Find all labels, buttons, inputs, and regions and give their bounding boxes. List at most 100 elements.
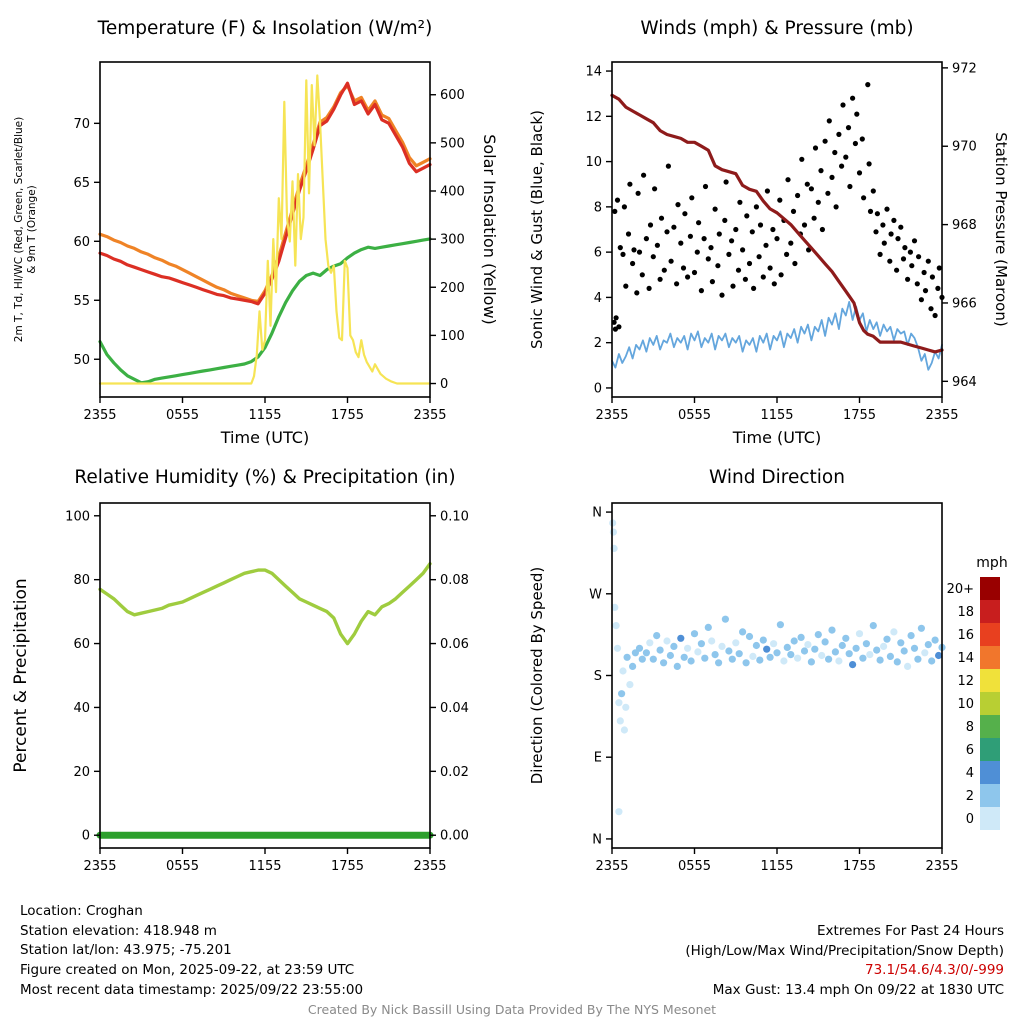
svg-text:1755: 1755 xyxy=(331,859,364,874)
svg-text:50: 50 xyxy=(73,353,90,368)
svg-text:8: 8 xyxy=(594,200,602,215)
colorbar-swatch xyxy=(980,669,1000,692)
svg-text:968: 968 xyxy=(952,218,977,233)
colorbar-swatch xyxy=(980,738,1000,761)
svg-text:0.00: 0.00 xyxy=(440,829,469,844)
colorbar-title: mph xyxy=(976,555,1007,571)
svg-text:0555: 0555 xyxy=(678,408,711,423)
chart-humidity-precipitation: 2355 0555 1155 1755 2355 0 20 40 60 80 100 Percent … xyxy=(11,467,469,874)
colorbar-swatch xyxy=(980,807,1000,830)
credit-line: Created By Nick Bassill Using Data Provi… xyxy=(307,1001,717,1017)
colorbar-label: 18 xyxy=(957,605,974,620)
svg-text:80: 80 xyxy=(73,573,90,588)
svg-text:200: 200 xyxy=(440,281,465,296)
chart-title: Relative Humidity (%) & Precipitation (i… xyxy=(74,467,455,488)
svg-text:2355: 2355 xyxy=(925,408,958,423)
y-axis-left-label: & 9m T (Orange) xyxy=(26,185,38,274)
y-axis-left-label: Percent & Precipitation xyxy=(11,578,31,772)
svg-text:2355: 2355 xyxy=(83,859,116,874)
y-axis-left-label: Direction (Colored By Speed) xyxy=(528,567,546,785)
svg-text:0: 0 xyxy=(82,829,90,844)
svg-text:0555: 0555 xyxy=(166,408,199,423)
svg-text:500: 500 xyxy=(440,136,465,151)
colorbar-swatch xyxy=(980,646,1000,669)
colorbar-swatch xyxy=(980,623,1000,646)
chart-grid: 2355 0555 1155 1755 2355 Time (UTC) 50 55 60 65 70… xyxy=(11,18,1010,874)
svg-text:55: 55 xyxy=(73,294,90,309)
colorbar-swatch xyxy=(980,692,1000,715)
svg-text:N: N xyxy=(592,832,602,847)
chart-title: Wind Direction xyxy=(709,467,845,488)
svg-text:1755: 1755 xyxy=(331,408,364,423)
y-axis-left: 0 2 4 6 8 10 12 14 xyxy=(585,65,612,396)
x-axis: 2355 0555 1155 1755 2355 xyxy=(83,397,447,423)
svg-text:0.04: 0.04 xyxy=(440,701,469,716)
svg-text:0.10: 0.10 xyxy=(440,509,469,524)
svg-text:2355: 2355 xyxy=(413,408,446,423)
svg-text:0555: 0555 xyxy=(166,859,199,874)
svg-text:4: 4 xyxy=(594,291,602,306)
svg-text:W: W xyxy=(589,587,602,602)
y-axis-left-label: 2m T, Td, HI/WC (Red, Green, Scarlet/Blu… xyxy=(13,117,25,342)
colorbar-label: 0 xyxy=(966,812,974,827)
svg-text:60: 60 xyxy=(73,637,90,652)
series-pressure-maroon xyxy=(610,93,944,354)
colorbar-swatch xyxy=(980,761,1000,784)
chart-title: Temperature (F) & Insolation (W/m²) xyxy=(97,18,433,39)
svg-text:S: S xyxy=(594,669,602,684)
colorbar-label: 12 xyxy=(957,674,974,689)
max-gust-line: Max Gust: 13.4 mph On 09/22 at 1830 UTC xyxy=(712,982,1004,999)
svg-text:300: 300 xyxy=(440,233,465,248)
svg-text:1155: 1155 xyxy=(248,859,281,874)
chart-wind-direction: 2355 0555 1155 1755 2355 N E S W N Direction (Colo… xyxy=(528,467,1008,874)
colorbar-swatch xyxy=(980,784,1000,807)
station-info: Location: Croghan Station elevation: 418… xyxy=(20,902,363,1001)
series-sonic-wind-blue xyxy=(611,301,943,371)
svg-text:2355: 2355 xyxy=(413,859,446,874)
x-axis-label: Time (UTC) xyxy=(732,428,821,447)
svg-text:1155: 1155 xyxy=(248,408,281,423)
svg-text:70: 70 xyxy=(73,117,90,132)
colorbar-label: 20+ xyxy=(947,582,974,597)
location-line: Location: Croghan xyxy=(20,903,143,919)
colorbar-label: 4 xyxy=(966,766,974,781)
figure-created-line: Figure created on Mon, 2025-09-22, at 23… xyxy=(20,962,355,979)
svg-text:0.02: 0.02 xyxy=(440,765,469,780)
plot-frame xyxy=(99,502,431,849)
svg-text:20: 20 xyxy=(73,765,90,780)
extremes-subtitle: (High/Low/Max Wind/Precipitation/Snow De… xyxy=(685,942,1004,959)
footer: Location: Croghan Station elevation: 418… xyxy=(0,900,1024,1001)
svg-text:6: 6 xyxy=(594,246,602,261)
svg-text:0555: 0555 xyxy=(678,859,711,874)
colorbar-swatch xyxy=(980,600,1000,623)
colorbar-swatch xyxy=(980,577,1000,600)
y-axis-right: 0.00 0.02 0.04 0.06 0.08 0.10 xyxy=(430,509,469,844)
colorbar-label: 16 xyxy=(957,628,974,643)
svg-text:40: 40 xyxy=(73,701,90,716)
colorbar-label: 6 xyxy=(966,743,974,758)
colorbar-label: 2 xyxy=(966,789,974,804)
y-axis-right-label: Solar Insolation (Yellow) xyxy=(480,134,499,325)
latlon-line: Station lat/lon: 43.975; -75.201 xyxy=(20,942,232,959)
chart-winds-pressure: 2355 0555 1155 1755 2355 Time (UTC) 0 2 4 6 8 10 12 1… xyxy=(528,18,1010,447)
x-axis: 2355 0555 1155 1755 2355 xyxy=(595,397,959,423)
svg-text:0: 0 xyxy=(440,377,448,392)
svg-text:964: 964 xyxy=(952,375,977,390)
svg-text:100: 100 xyxy=(65,509,90,524)
extremes-info: Extremes For Past 24 Hours (High/Low/Max… xyxy=(685,902,1004,1001)
svg-text:0: 0 xyxy=(594,381,602,396)
x-axis: 2355 0555 1155 1755 2355 xyxy=(83,848,447,874)
y-axis-left: 50 55 60 65 70 xyxy=(73,117,100,368)
elevation-line: Station elevation: 418.948 m xyxy=(20,922,217,939)
svg-text:1755: 1755 xyxy=(843,859,876,874)
svg-text:970: 970 xyxy=(952,140,977,155)
y-axis-left: N E S W N xyxy=(589,506,612,847)
colorbar-label: 10 xyxy=(957,697,974,712)
svg-text:2355: 2355 xyxy=(83,408,116,423)
svg-text:2355: 2355 xyxy=(595,408,628,423)
y-axis-right: 964 966 968 970 972 xyxy=(942,61,977,390)
svg-text:14: 14 xyxy=(585,65,602,80)
svg-text:12: 12 xyxy=(585,110,602,125)
